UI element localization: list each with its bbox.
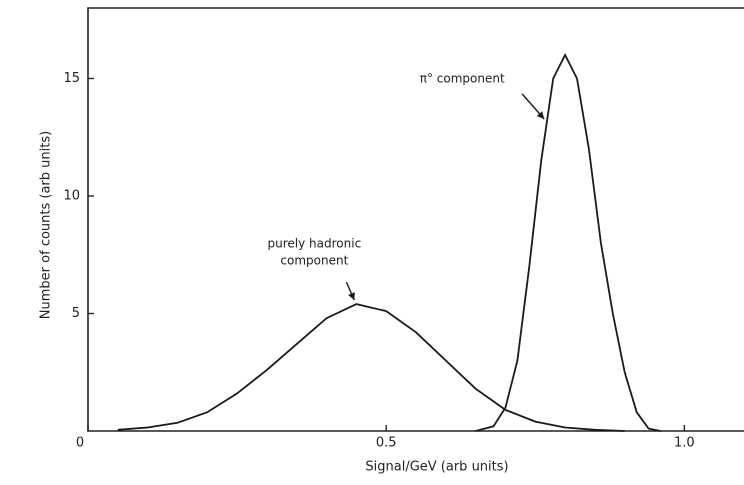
axis-frame: [87, 7, 744, 432]
y-tick-label: 15: [63, 71, 80, 86]
annotation: component: [280, 254, 348, 268]
annotation: π° component: [420, 72, 505, 86]
x-tick-label: 1.0: [674, 436, 695, 451]
x-tick-label: 0.5: [376, 436, 397, 451]
x-tick-label: 0: [76, 436, 84, 451]
y-tick-label: 10: [63, 189, 80, 204]
y-axis-label: Number of counts (arb units): [39, 131, 54, 319]
x-axis-label: Signal/GeV (arb units): [365, 460, 508, 475]
arrow-head: [536, 111, 545, 119]
curve: [475, 53, 661, 432]
arrow-head: [348, 292, 355, 301]
y-tick-label: 5: [72, 306, 80, 321]
annotation: purely hadronic: [268, 237, 362, 251]
curve: [117, 303, 625, 432]
